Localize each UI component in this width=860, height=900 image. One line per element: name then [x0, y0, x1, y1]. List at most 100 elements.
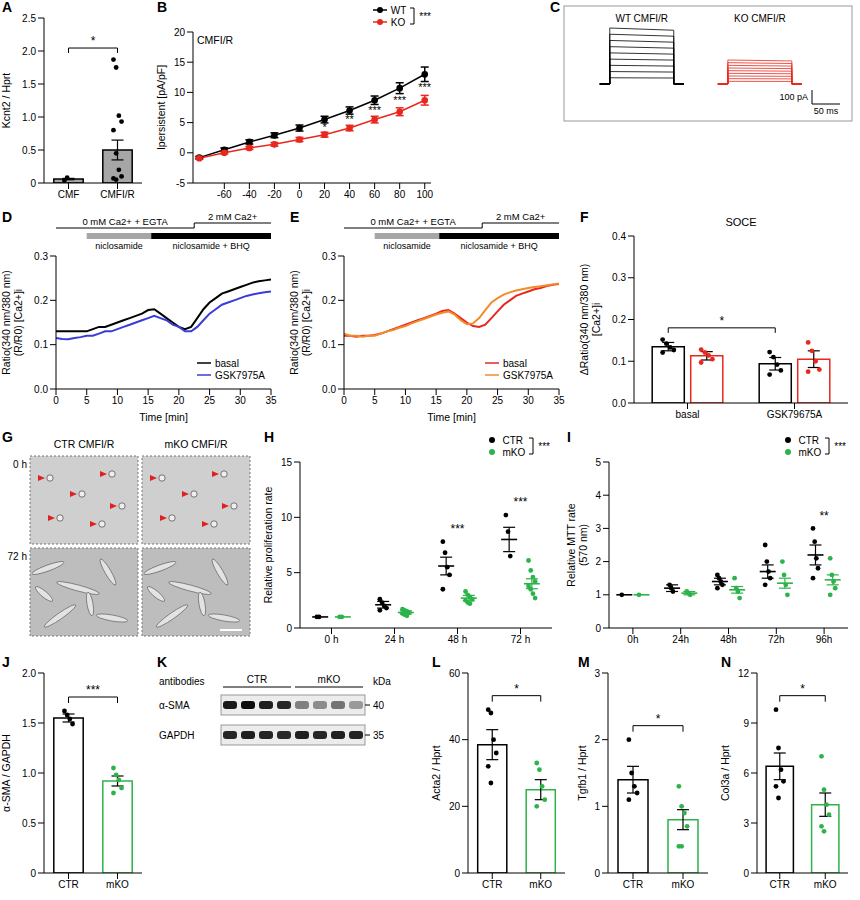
svg-text:*: * — [322, 121, 327, 133]
svg-text:CTR: CTR — [482, 879, 503, 890]
svg-text:CTR: CTR — [58, 879, 79, 890]
svg-text:35: 35 — [553, 395, 565, 406]
svg-text:0h: 0h — [627, 634, 638, 645]
svg-text:80: 80 — [394, 189, 406, 200]
svg-text:α-SMA: α-SMA — [159, 700, 190, 711]
svg-text:6: 6 — [743, 768, 749, 779]
svg-text:CTR CMFI/R: CTR CMFI/R — [54, 438, 115, 450]
svg-text:20: 20 — [174, 27, 186, 38]
svg-text:**: ** — [819, 509, 829, 523]
svg-text:72 h: 72 h — [511, 634, 530, 645]
svg-text:Ipersistent [pA/pF]: Ipersistent [pA/pF] — [155, 65, 167, 150]
svg-text:60: 60 — [369, 189, 381, 200]
svg-text:WT CMFI/R: WT CMFI/R — [615, 13, 668, 24]
svg-text:CTR: CTR — [769, 879, 790, 890]
svg-text:*: * — [800, 682, 805, 696]
svg-text:***: *** — [418, 81, 431, 93]
svg-text:0.2: 0.2 — [34, 295, 48, 306]
svg-text:CTR: CTR — [247, 674, 268, 685]
svg-text:0: 0 — [594, 868, 600, 879]
svg-text:GSK79675A: GSK79675A — [767, 409, 823, 420]
svg-text:2: 2 — [594, 734, 600, 745]
svg-text:1.5: 1.5 — [22, 79, 36, 90]
svg-text:1.0: 1.0 — [22, 768, 36, 779]
svg-text:2: 2 — [595, 556, 601, 567]
svg-text:30: 30 — [235, 395, 247, 406]
svg-text:(570 nm): (570 nm) — [577, 524, 589, 566]
svg-text:ΔRatio(340 nm/380 nm): ΔRatio(340 nm/380 nm) — [578, 264, 590, 375]
svg-text:48h: 48h — [720, 634, 737, 645]
svg-text:15: 15 — [281, 457, 293, 468]
svg-text:2.5: 2.5 — [22, 13, 36, 24]
svg-text:5: 5 — [595, 457, 601, 468]
svg-text:5: 5 — [372, 395, 378, 406]
svg-text:15: 15 — [174, 57, 186, 68]
svg-text:kDa: kDa — [373, 676, 391, 687]
svg-text:0: 0 — [743, 868, 749, 879]
svg-text:10: 10 — [112, 395, 124, 406]
svg-text:20: 20 — [319, 189, 331, 200]
svg-text:Col3a / Hprt: Col3a / Hprt — [719, 745, 731, 801]
svg-text:***: *** — [450, 522, 464, 536]
svg-text:Time [min]: Time [min] — [139, 411, 188, 423]
svg-text:CMFI/R: CMFI/R — [100, 189, 134, 200]
svg-text:Acta2 / Hprt: Acta2 / Hprt — [430, 745, 442, 801]
svg-text:***: *** — [86, 683, 100, 697]
svg-text:***: *** — [513, 495, 527, 509]
svg-text:3: 3 — [595, 523, 601, 534]
svg-text:24h: 24h — [672, 634, 689, 645]
svg-text:niclosamide + BHQ: niclosamide + BHQ — [460, 241, 537, 251]
svg-text:20: 20 — [449, 801, 461, 812]
svg-text:mKO CMFI/R: mKO CMFI/R — [165, 438, 228, 450]
svg-text:24 h: 24 h — [385, 634, 404, 645]
svg-text:5: 5 — [179, 117, 185, 128]
svg-text:4: 4 — [595, 490, 601, 501]
svg-text:2.0: 2.0 — [22, 46, 36, 57]
svg-text:α-SMA / GAPDH: α-SMA / GAPDH — [0, 734, 12, 812]
svg-text:niclosamide + BHQ: niclosamide + BHQ — [172, 241, 249, 251]
svg-text:1: 1 — [594, 801, 600, 812]
svg-text:0 h: 0 h — [13, 459, 27, 470]
svg-text:60: 60 — [449, 668, 461, 679]
svg-text:-60: -60 — [217, 189, 232, 200]
svg-text:-20: -20 — [267, 189, 282, 200]
svg-text:niclosamide: niclosamide — [383, 241, 431, 251]
svg-text:72 h: 72 h — [8, 551, 27, 562]
svg-text:0: 0 — [454, 868, 460, 879]
svg-text:40: 40 — [373, 700, 385, 711]
svg-text:CMF: CMF — [58, 189, 80, 200]
svg-text:10: 10 — [174, 87, 186, 98]
svg-text:0.1: 0.1 — [34, 339, 48, 350]
svg-text:0: 0 — [297, 189, 303, 200]
svg-text:CTR: CTR — [623, 879, 644, 890]
svg-text:5: 5 — [286, 567, 292, 578]
svg-text:5: 5 — [84, 395, 90, 406]
svg-text:1.5: 1.5 — [22, 718, 36, 729]
svg-text:0: 0 — [286, 623, 292, 634]
svg-text:1: 1 — [595, 589, 601, 600]
svg-text:1.0: 1.0 — [22, 112, 36, 123]
svg-text:0.3: 0.3 — [34, 251, 48, 262]
svg-text:10: 10 — [400, 395, 412, 406]
svg-text:(R/R0) [Ca2+]i: (R/R0) [Ca2+]i — [12, 289, 24, 356]
svg-text:9: 9 — [743, 718, 749, 729]
svg-text:40: 40 — [344, 189, 356, 200]
svg-text:72h: 72h — [768, 634, 785, 645]
svg-text:0.0: 0.0 — [322, 384, 336, 395]
svg-text:KO CMFI/R: KO CMFI/R — [734, 13, 786, 24]
svg-text:0: 0 — [30, 868, 36, 879]
svg-text:0.0: 0.0 — [34, 384, 48, 395]
svg-text:0.1: 0.1 — [322, 339, 336, 350]
svg-text:25: 25 — [204, 395, 216, 406]
svg-text:0: 0 — [341, 395, 347, 406]
svg-text:3: 3 — [743, 818, 749, 829]
svg-text:0.1: 0.1 — [612, 356, 626, 367]
svg-text:*: * — [514, 682, 519, 696]
svg-text:0.5: 0.5 — [22, 145, 36, 156]
svg-text:0 h: 0 h — [325, 634, 339, 645]
svg-text:50 ms: 50 ms — [814, 106, 839, 116]
svg-text:Relative proliferation rate: Relative proliferation rate — [262, 486, 274, 603]
svg-text:niclosamide: niclosamide — [95, 241, 143, 251]
svg-text:30: 30 — [523, 395, 535, 406]
svg-text:*: * — [719, 314, 724, 328]
